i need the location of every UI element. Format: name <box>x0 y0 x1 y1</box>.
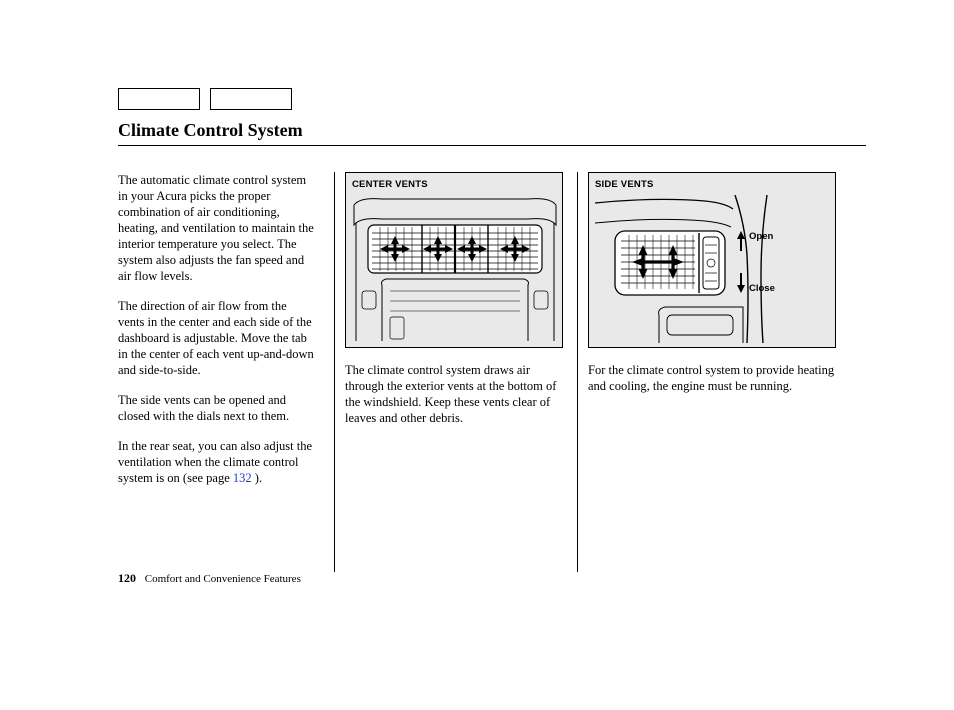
engine-running-paragraph: For the climate control system to provid… <box>588 362 836 394</box>
rear-seat-text-a: In the rear seat, you can also adjust th… <box>118 439 312 485</box>
page-number: 120 <box>118 571 136 585</box>
content-columns: The automatic climate control system in … <box>118 172 866 572</box>
intro-paragraph: The automatic climate control system in … <box>118 172 316 284</box>
rear-seat-paragraph: In the rear seat, you can also adjust th… <box>118 438 316 486</box>
figure-side-vents-label: SIDE VENTS <box>595 179 829 191</box>
close-label: Close <box>749 283 775 294</box>
column-divider-2 <box>577 172 578 572</box>
airflow-direction-paragraph: The direction of air flow from the vents… <box>118 298 316 378</box>
header-box-1 <box>118 88 200 110</box>
column-3: SIDE VENTS <box>588 172 836 572</box>
figure-center-vents-label: CENTER VENTS <box>352 179 556 191</box>
page-link-132[interactable]: 132 <box>233 471 252 485</box>
column-divider-1 <box>334 172 335 572</box>
column-2: CENTER VENTS <box>345 172 577 572</box>
figure-center-vents: CENTER VENTS <box>345 172 563 348</box>
figure-side-vents: SIDE VENTS <box>588 172 836 348</box>
center-vents-diagram <box>352 195 556 343</box>
rear-seat-text-b: ). <box>252 471 262 485</box>
page-title: Climate Control System <box>118 120 866 146</box>
manual-page: Climate Control System The automatic cli… <box>0 0 954 710</box>
section-name: Comfort and Convenience Features <box>145 573 301 585</box>
side-vents-diagram: Open Close <box>595 195 829 343</box>
page-footer: 120 Comfort and Convenience Features <box>118 571 301 586</box>
column-1: The automatic climate control system in … <box>118 172 334 572</box>
header-placeholder-boxes <box>118 88 866 110</box>
header-box-2 <box>210 88 292 110</box>
side-vents-paragraph: The side vents can be opened and closed … <box>118 392 316 424</box>
debris-paragraph: The climate control system draws air thr… <box>345 362 563 426</box>
open-label: Open <box>749 231 773 242</box>
